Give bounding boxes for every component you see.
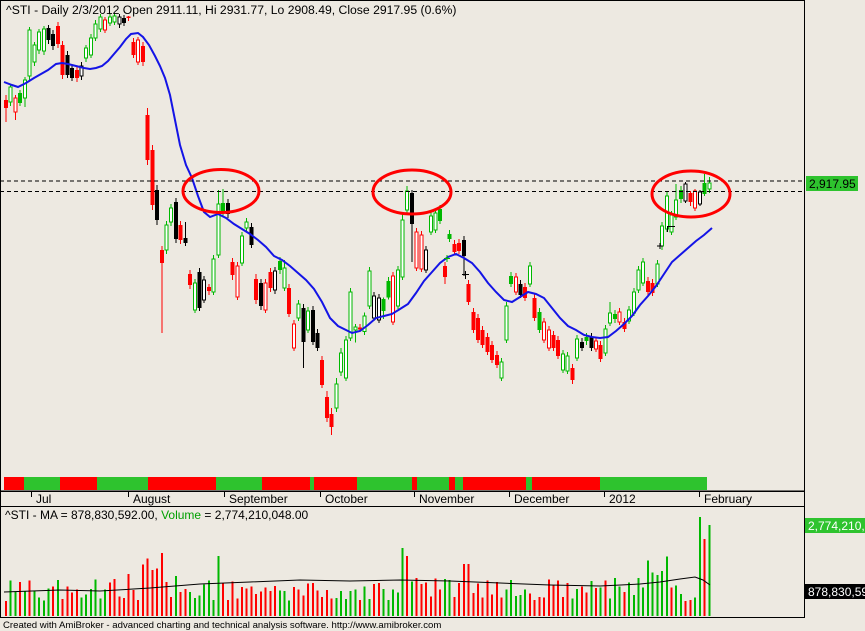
svg-text:February: February bbox=[704, 492, 752, 506]
svg-text:August: August bbox=[133, 492, 171, 506]
svg-text:October: October bbox=[325, 492, 368, 506]
svg-text:Jul: Jul bbox=[36, 492, 51, 506]
svg-text:^STI - Daily 2/3/2012 Open 291: ^STI - Daily 2/3/2012 Open 2911.11, Hi 2… bbox=[6, 3, 456, 17]
svg-text:Created with AmiBroker - advan: Created with AmiBroker - advanced charti… bbox=[3, 620, 441, 631]
svg-text:November: November bbox=[419, 492, 474, 506]
svg-text:878,830,59: 878,830,59 bbox=[808, 585, 865, 599]
svg-text:2,917.95: 2,917.95 bbox=[809, 177, 856, 191]
svg-text:September: September bbox=[229, 492, 288, 506]
svg-text:2,774,210,0: 2,774,210,0 bbox=[808, 519, 865, 533]
svg-text:2012: 2012 bbox=[609, 492, 636, 506]
svg-text:^STI - MA = 878,830,592.00, Vo: ^STI - MA = 878,830,592.00, Volume = 2,7… bbox=[5, 508, 309, 522]
svg-text:December: December bbox=[514, 492, 569, 506]
